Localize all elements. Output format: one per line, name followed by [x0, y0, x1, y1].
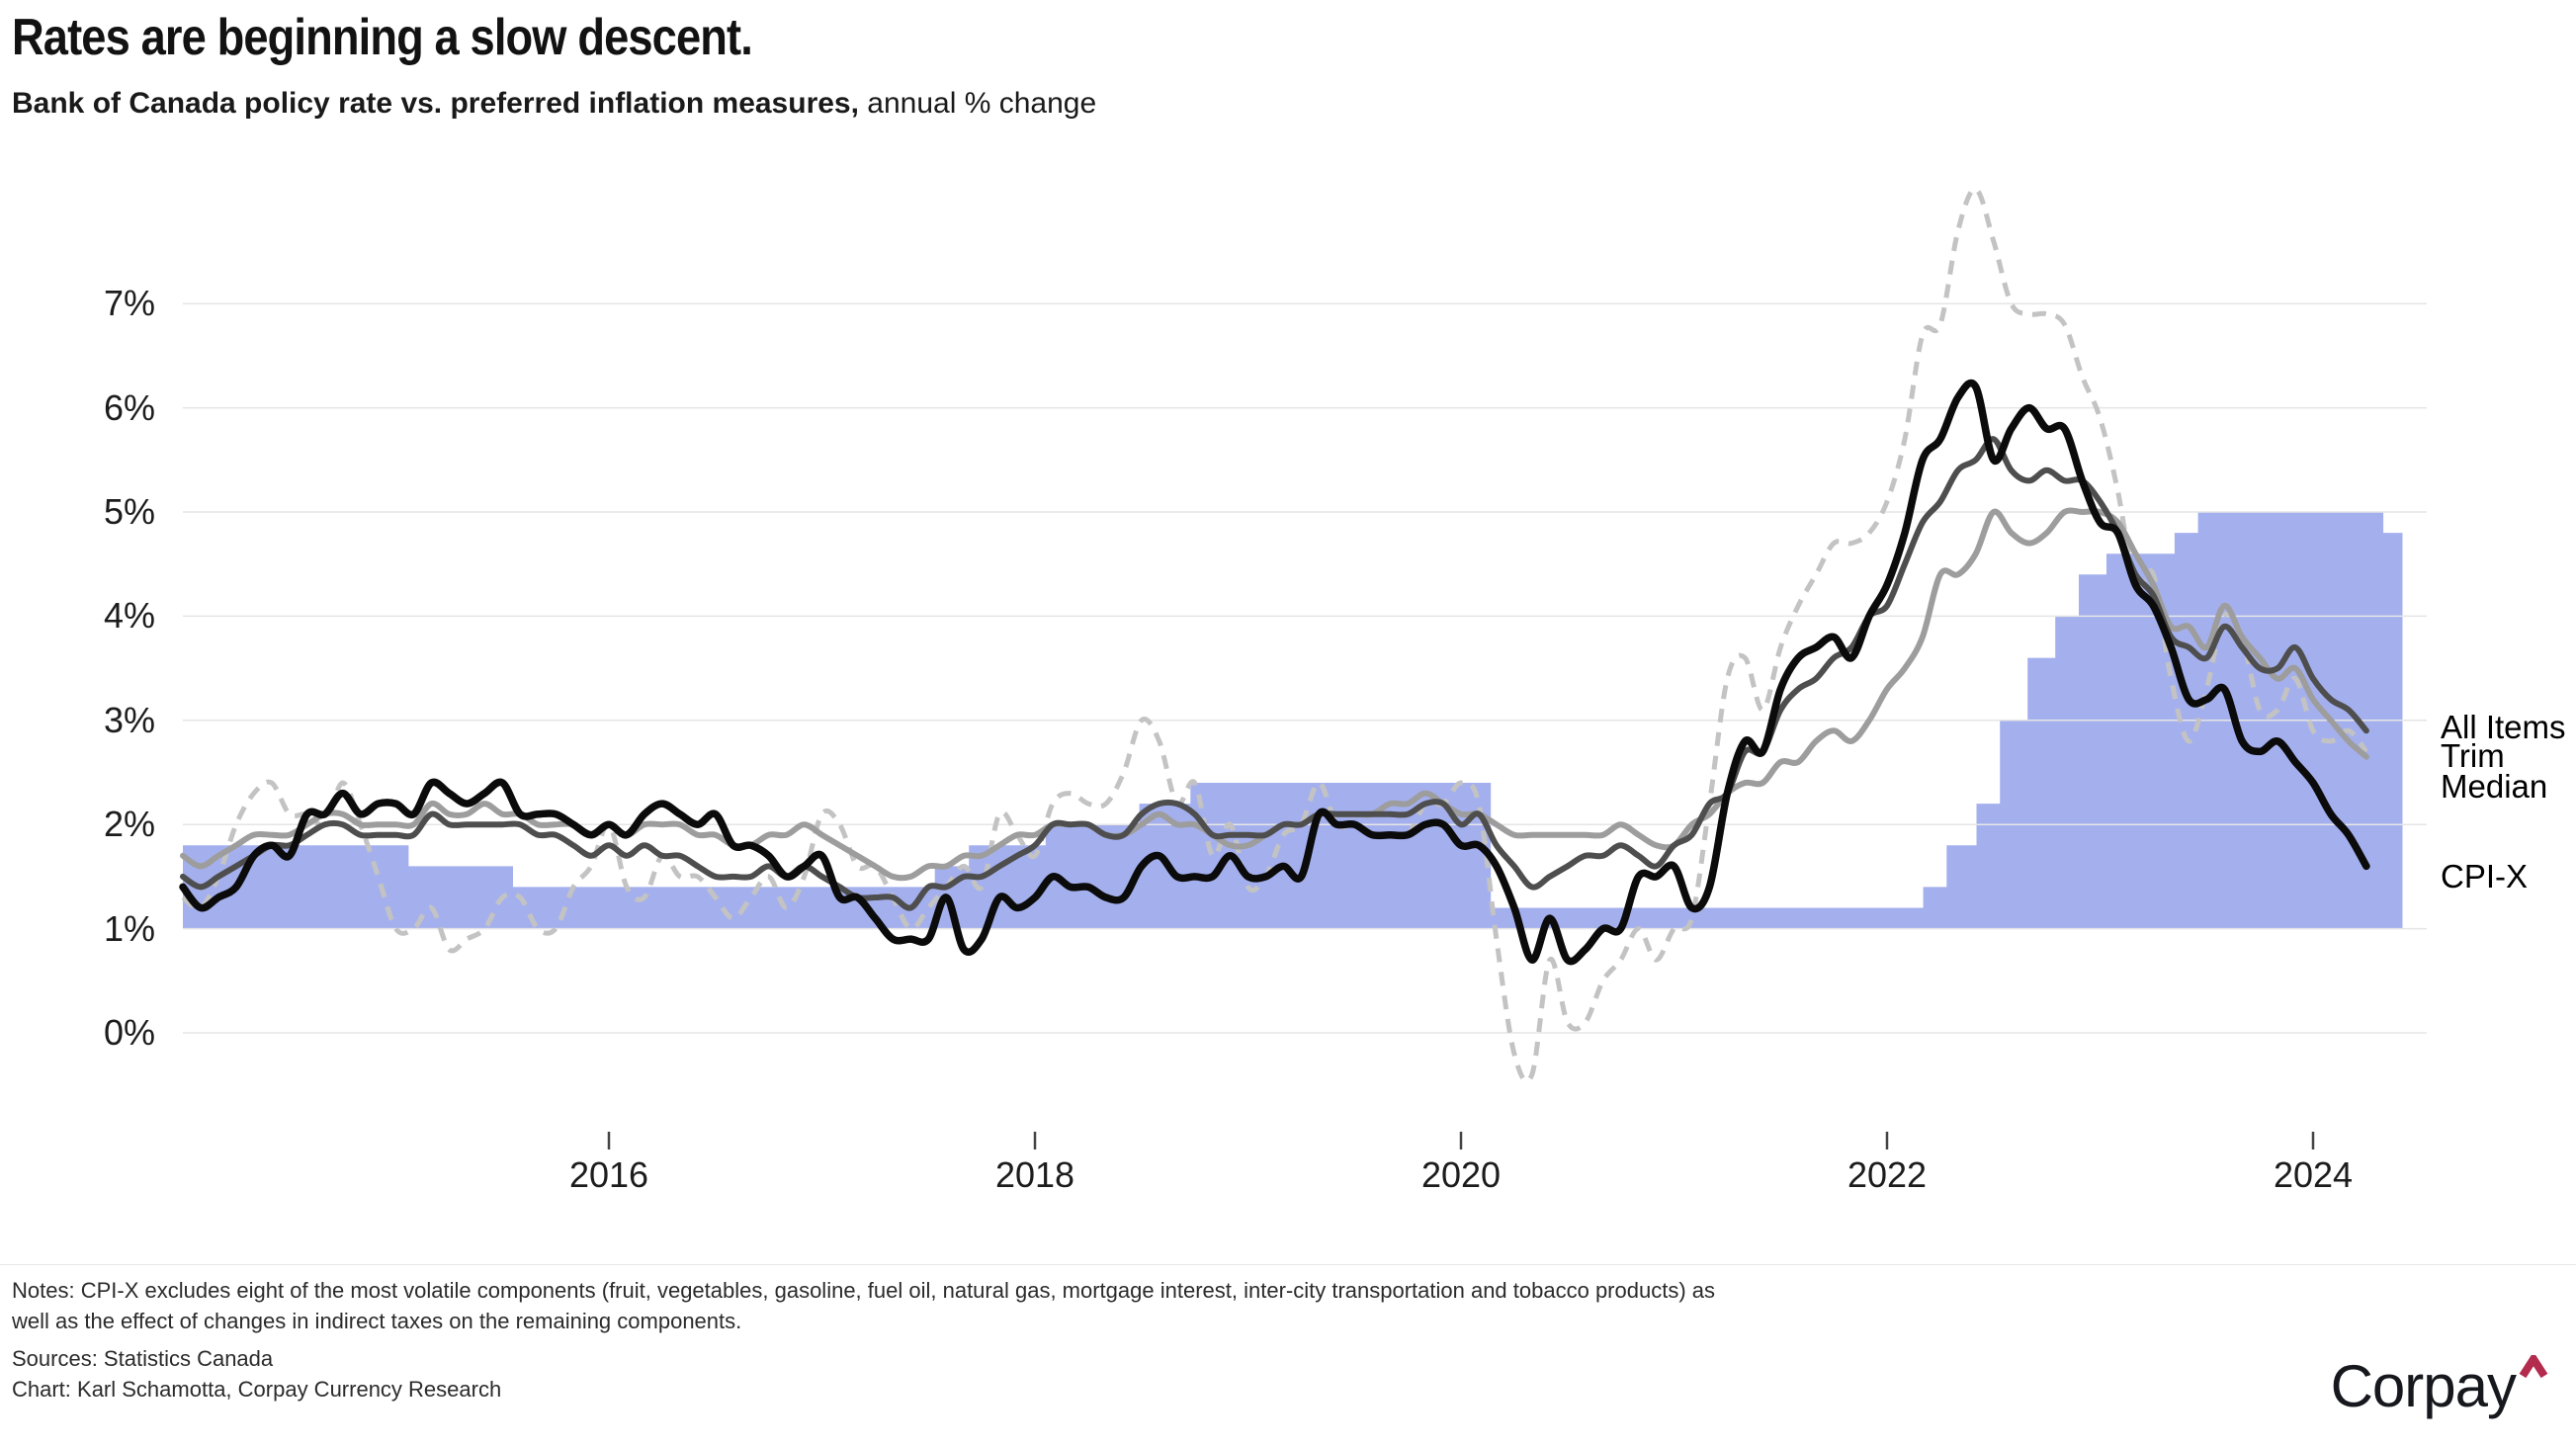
- series-label-all-items: All Items: [2441, 709, 2566, 745]
- x-tick-label: 2024: [2273, 1154, 2354, 1195]
- chart-credit: Chart: Karl Schamotta, Corpay Currency R…: [12, 1377, 502, 1402]
- series-label-trim: Trim: [2441, 737, 2505, 774]
- corpay-logo-text: Corpay: [2330, 1353, 2517, 1419]
- series-label-median: Median: [2441, 768, 2548, 805]
- chart-sources: Sources: Statistics Canada: [12, 1346, 274, 1371]
- page-subtitle: Bank of Canada policy rate vs. preferred…: [12, 87, 1096, 121]
- y-tick-label: 6%: [103, 386, 155, 428]
- x-tick-label: 2022: [1846, 1154, 1928, 1195]
- footer-divider: [0, 1264, 2576, 1265]
- x-tick-label: 2020: [1420, 1154, 1502, 1195]
- y-tick-label: 2%: [103, 804, 155, 845]
- series-line-all-items: [181, 186, 2368, 1084]
- y-tick-label: 4%: [103, 595, 155, 637]
- x-tick-label: 2016: [568, 1154, 649, 1195]
- y-tick-label: 5%: [103, 491, 155, 532]
- y-tick-label: 3%: [103, 699, 155, 740]
- subtitle-light: annual % change: [858, 87, 1097, 120]
- subtitle-bold: Bank of Canada policy rate vs. preferred…: [12, 87, 859, 120]
- chart-notes: Notes: CPI-X excludes eight of the most …: [12, 1278, 1716, 1333]
- corpay-logo: Corpay: [2331, 1324, 2548, 1420]
- policy-rate-area: [183, 512, 2403, 929]
- chart-footer: Notes: CPI-X excludes eight of the most …: [12, 1275, 1752, 1404]
- x-tick-label: 2018: [994, 1154, 1075, 1195]
- series-label-cpix: CPI-X: [2441, 858, 2529, 894]
- y-tick-label: 7%: [103, 283, 155, 324]
- series-line-cpi-x: [179, 379, 2370, 966]
- page-title: Rates are beginning a slow descent.: [12, 9, 753, 66]
- y-tick-label: 0%: [103, 1012, 155, 1053]
- y-tick-label: 1%: [103, 907, 155, 949]
- corpay-caret-icon: [2519, 1324, 2548, 1393]
